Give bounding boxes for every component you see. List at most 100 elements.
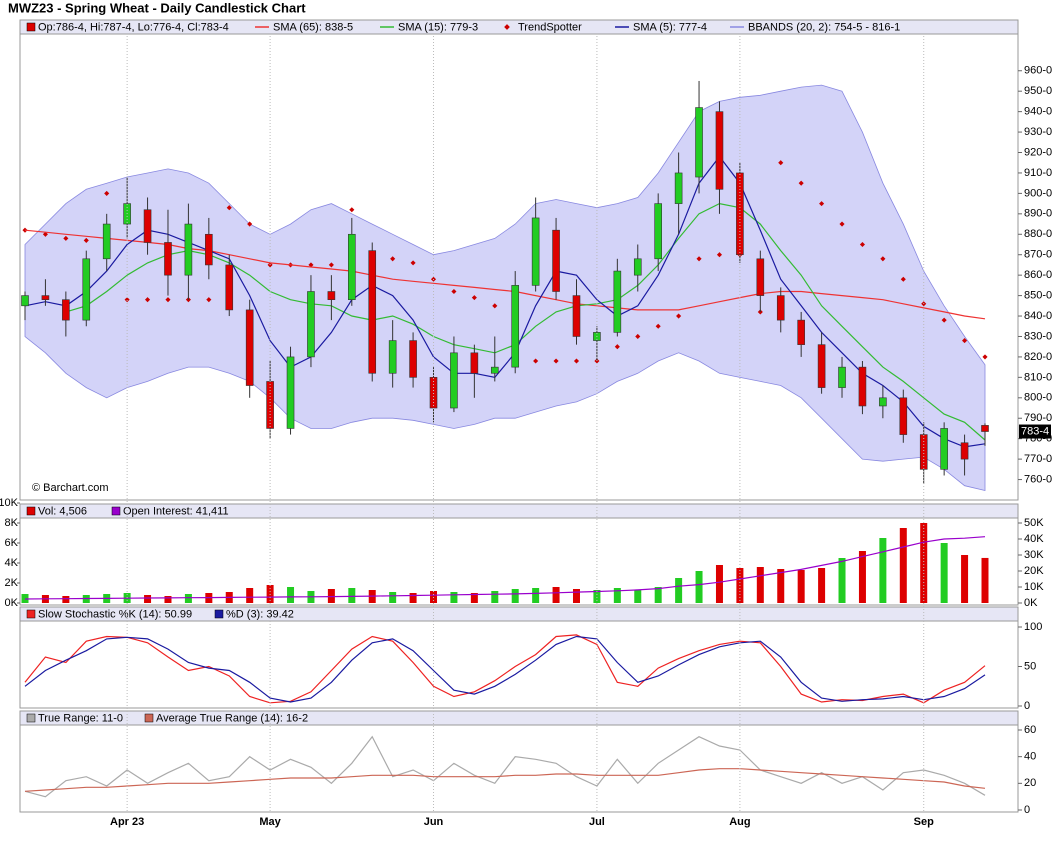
trend-dot [124, 297, 130, 303]
y-tick-label: 4K [5, 557, 19, 569]
y-tick-label: 0K [1024, 597, 1038, 609]
legend-marker [111, 506, 121, 516]
trend-dot [206, 297, 212, 303]
x-tick-label: Jul [589, 816, 605, 828]
x-tick-label: Jun [424, 816, 444, 828]
candle-body [388, 340, 397, 374]
candle-body [674, 172, 683, 204]
series-line [24, 536, 986, 600]
legend-marker [26, 506, 36, 516]
legend-marker [26, 713, 36, 723]
legend-band [19, 710, 1019, 726]
volume-bar [797, 570, 805, 603]
y-tick-label: 890-0 [1024, 208, 1052, 220]
trend-dot [492, 303, 498, 309]
legend-label: SMA (15): 779-3 [398, 21, 478, 33]
volume-bar [777, 569, 785, 603]
volume-bar [961, 555, 969, 603]
candle-body [348, 233, 356, 300]
legend-label: True Range: 11-0 [38, 712, 123, 724]
y-tick-label: 20 [1024, 777, 1036, 789]
x-tick-label: Sep [914, 816, 934, 828]
volume-bar [654, 587, 662, 603]
y-tick-label: 900-0 [1024, 187, 1052, 199]
candle-body [82, 258, 91, 321]
candle-body [858, 366, 867, 407]
candle-body [490, 366, 499, 374]
candle-body [143, 209, 152, 243]
legend-marker [26, 22, 36, 32]
candle-body [838, 366, 846, 388]
panel [19, 710, 1019, 813]
volume-bar [879, 538, 887, 603]
trend-dot [83, 237, 89, 243]
trend-dot [573, 358, 580, 364]
trend-dot [165, 297, 171, 303]
volume-bar [164, 596, 172, 603]
volume-bar [634, 590, 642, 603]
legend-label: BBANDS (20, 2): 754-5 - 816-1 [748, 21, 900, 33]
volume-bar [62, 596, 70, 603]
y-tick-label: 790-0 [1024, 412, 1052, 424]
trend-dot [819, 201, 825, 207]
trend-dot [553, 358, 559, 364]
y-tick-label: 0 [1024, 804, 1030, 816]
trend-dot [655, 323, 661, 329]
volume-bar [675, 578, 683, 603]
series-line [24, 634, 986, 704]
candle-body [21, 295, 29, 307]
volume-bar [389, 592, 397, 603]
candle-body [695, 107, 703, 178]
y-tick-label: 860-0 [1024, 269, 1052, 281]
series-line [24, 768, 986, 792]
volume-bar [818, 568, 826, 603]
y-tick-label: 60 [1024, 724, 1036, 736]
trend-dot [226, 205, 232, 211]
y-tick-label: 880-0 [1024, 228, 1052, 240]
candle-body [41, 295, 50, 300]
watermark: © Barchart.com [32, 482, 109, 494]
last-price-box [1019, 424, 1051, 439]
trend-dot [42, 231, 48, 237]
trend-dot [982, 354, 988, 360]
y-tick-label: 940-0 [1024, 106, 1052, 118]
y-tick-label: 20K [1024, 565, 1044, 577]
candle-body [552, 229, 560, 292]
candle-body [470, 352, 479, 374]
volume-bar [981, 557, 989, 603]
legend-marker [144, 713, 154, 723]
candle-body [225, 264, 234, 311]
trend-dot [696, 256, 702, 262]
y-tick-label: 10K [0, 497, 19, 509]
y-tick-label: 960-0 [1024, 65, 1052, 77]
chart-title: MWZ23 - Spring Wheat - Daily Candlestick… [8, 0, 306, 15]
trend-dot [63, 235, 69, 241]
legend-label: SMA (5): 777-4 [633, 21, 707, 33]
volume-bar [491, 591, 499, 603]
y-tick-label: 2K [5, 577, 19, 589]
volume-bar [552, 587, 560, 603]
trend-dot [859, 241, 865, 248]
candle-body [184, 223, 193, 276]
candle-body [981, 425, 989, 432]
volume-bar [572, 589, 580, 603]
volume-bar [511, 589, 519, 603]
candle-body [164, 242, 172, 276]
y-tick-label: 30K [1024, 549, 1044, 561]
y-tick-label: 820-0 [1024, 351, 1052, 363]
x-tick-label: May [259, 816, 281, 828]
candle-body [368, 250, 377, 374]
trend-dot [635, 333, 641, 340]
candle-body [715, 111, 724, 190]
volume-bar [348, 588, 356, 603]
legend-band [19, 503, 1019, 519]
candle-body [797, 319, 805, 345]
volume-bar [940, 543, 948, 603]
legend-band [19, 19, 1019, 35]
legend-label: Vol: 4,506 [38, 505, 87, 517]
candle-body [511, 285, 520, 368]
y-tick-label: 770-0 [1024, 453, 1052, 465]
panel [19, 503, 1019, 606]
volume-bar [246, 588, 254, 603]
